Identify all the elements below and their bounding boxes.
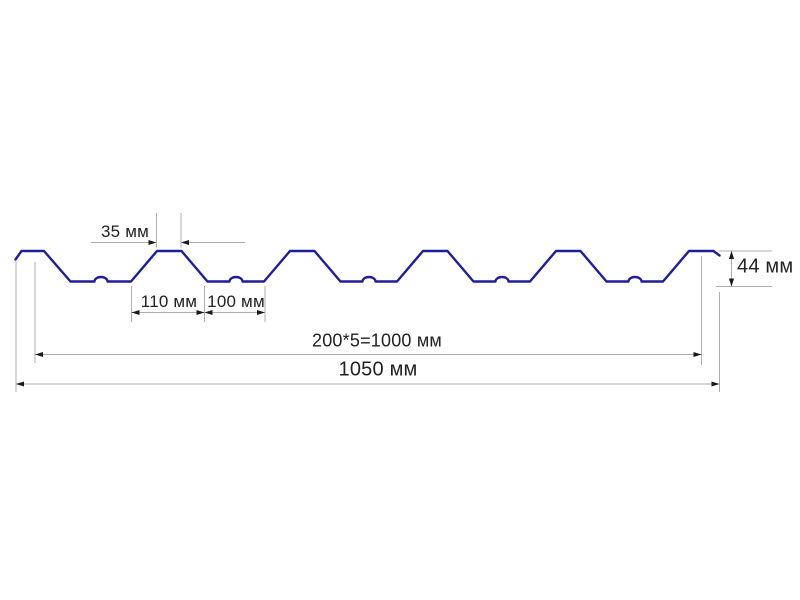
arrow-right-icon (693, 352, 702, 357)
arrow-right-icon (711, 381, 720, 387)
dimension-label-height: 44 мм (737, 255, 794, 278)
arrow-right-icon (196, 310, 205, 315)
dimension-overall-width (15, 261, 720, 392)
arrow-left-icon (35, 352, 43, 357)
arrow-right-icon (257, 310, 265, 315)
dimension-pitch-lines (131, 286, 266, 322)
arrow-left-icon (204, 310, 213, 315)
dimension-label-working-width: 200*5=1000 мм (312, 330, 442, 351)
dimension-overall-width-lines (15, 261, 720, 392)
dimension-height-arrows (728, 251, 735, 287)
dimension-working-width-lines (34, 256, 702, 365)
dimension-overall-width-arrows (16, 381, 720, 387)
arrow-left-icon (181, 240, 189, 245)
arrow-up-icon (728, 251, 735, 259)
profile-outline (14, 249, 721, 283)
dimension-label-overall-width: 1050 мм (338, 358, 418, 381)
arrow-left-icon (16, 381, 24, 387)
dimension-crest-width (91, 213, 245, 248)
dimension-working-width-arrows (35, 352, 702, 357)
dimension-label-crest-width: 35 мм (100, 222, 150, 241)
arrow-down-icon (728, 278, 735, 287)
dimension-pitch (131, 286, 266, 322)
dimension-crest-width-lines (91, 213, 245, 248)
arrow-right-icon (148, 240, 157, 245)
dimension-crest-width-arrows (148, 240, 189, 245)
dimension-label-corrugation-base: 110 мм (140, 292, 198, 311)
dimension-height (716, 250, 772, 287)
arrow-left-icon (131, 310, 140, 315)
dimension-label-valley-width: 100 мм (207, 292, 265, 311)
dimension-pitch-arrows (131, 310, 265, 315)
profile-outline-group (14, 249, 721, 283)
dimension-working-width (34, 256, 702, 365)
